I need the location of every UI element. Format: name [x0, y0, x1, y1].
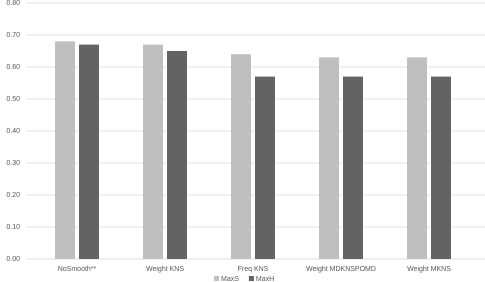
bar [231, 54, 251, 260]
legend-swatch [214, 276, 219, 281]
y-tick-label: 0.00 [6, 256, 20, 263]
y-tick-label: 0.30 [6, 160, 20, 167]
y-tick-label: 0.60 [6, 64, 20, 71]
bar [143, 44, 163, 259]
bar [55, 41, 75, 260]
y-tick-label: 0.40 [6, 128, 20, 135]
y-tick-label: 0.70 [6, 32, 20, 39]
y-tick-label: 0.10 [6, 224, 20, 231]
bar [167, 51, 187, 259]
y-tick-label: 0.50 [6, 96, 20, 103]
legend-swatch [248, 276, 254, 281]
legend-label: MaxH [256, 276, 274, 282]
bar [407, 57, 427, 260]
x-tick-label: Weight KNS [146, 266, 184, 273]
y-tick-label: 0.20 [6, 192, 20, 199]
legend-label: MaxS [221, 276, 239, 282]
bar [79, 44, 99, 259]
x-tick-label: Weight MDKNSPOMD [306, 266, 376, 273]
x-tick-label: Weight MKNS [407, 266, 451, 273]
bar [319, 57, 339, 260]
bar [431, 76, 451, 259]
y-tick-label: 0.80 [6, 0, 20, 7]
bar [255, 76, 275, 259]
x-tick-label: Freq KNS [238, 266, 269, 273]
x-tick-label: NoSmooth** [58, 266, 97, 273]
bar [343, 76, 363, 259]
